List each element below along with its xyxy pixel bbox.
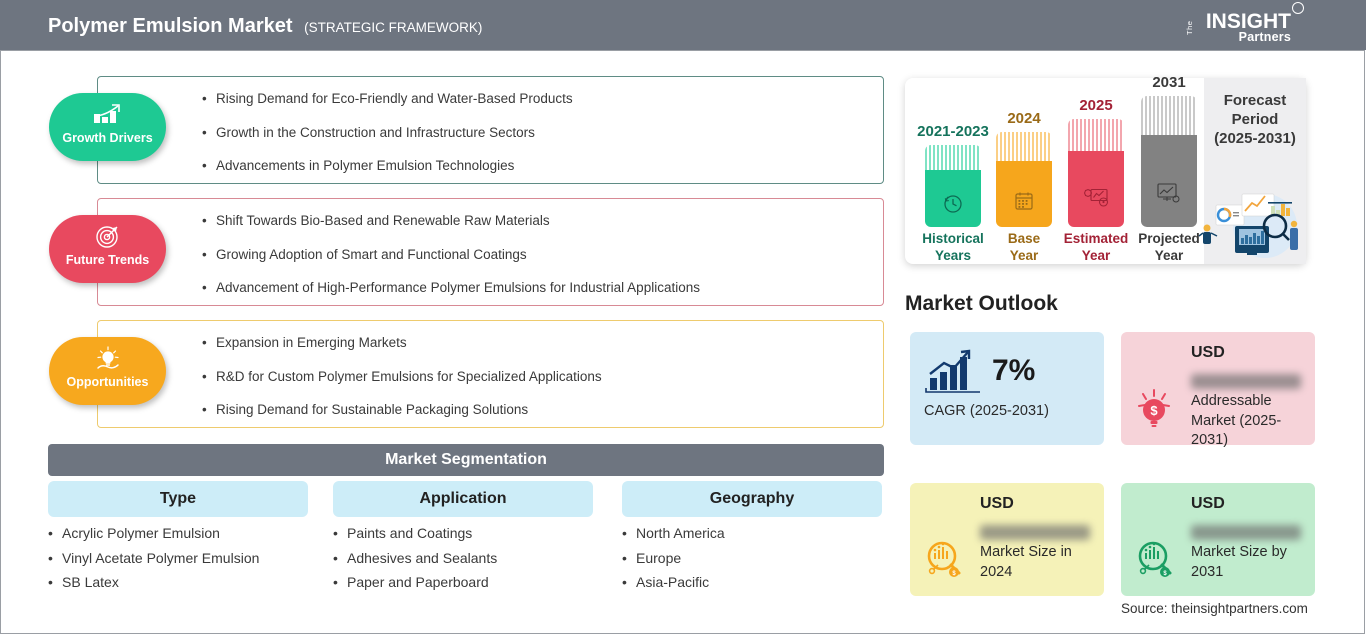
- svg-text:$: $: [1150, 403, 1158, 418]
